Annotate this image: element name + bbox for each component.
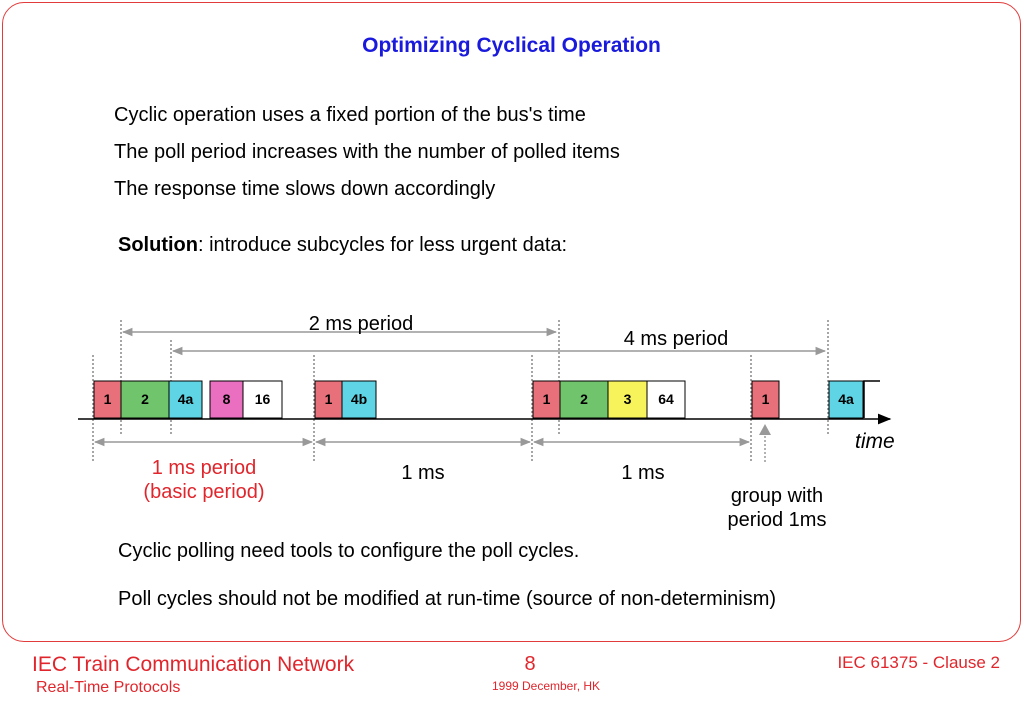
interval-2-label: 1 ms: [621, 462, 664, 484]
footer-course-title: IEC Train Communication Network: [32, 653, 355, 676]
frame-4a-first: 4a: [168, 380, 203, 419]
four-ms-period-label: 4 ms period: [624, 328, 729, 350]
frame-16-box: [242, 380, 283, 419]
group-pointer-arrowhead: [759, 424, 771, 435]
solution-label: Solution: [118, 234, 198, 256]
footer-date: 1999 December, HK: [491, 679, 601, 693]
frame-1b: 1: [314, 380, 343, 419]
frame-4b-box: [341, 380, 377, 419]
frame-16-label: 16: [255, 391, 271, 407]
slide-title: Optimizing Cyclical Operation: [362, 34, 661, 57]
frame-1c: 1: [532, 380, 561, 419]
frame-1d-box: [751, 380, 780, 419]
group-label-line1: group with: [731, 485, 823, 507]
frame-1d: 1: [751, 380, 780, 419]
frame-8-box: [209, 380, 244, 419]
frame-1a-box: [93, 380, 122, 419]
basic-period-label-line2: (basic period): [143, 481, 264, 503]
time-axis-label: time: [855, 430, 895, 453]
period-boundary-guides: [92, 320, 829, 462]
bullet-line-2: The poll period increases with the numbe…: [114, 141, 620, 163]
frame-2a-label: 2: [141, 391, 149, 407]
frame-8-label: 8: [223, 391, 231, 407]
frame-1c-box: [532, 380, 561, 419]
basic-period-label-line1: 1 ms period: [152, 457, 257, 479]
frame-64: 64: [646, 380, 686, 419]
frame-2b-label: 2: [580, 391, 588, 407]
frame-8: 8: [209, 380, 244, 419]
bullet-line-3: The response time slows down accordingly: [114, 178, 496, 200]
two-ms-period-label: 2 ms period: [309, 313, 414, 335]
frame-64-label: 64: [658, 391, 674, 407]
frame-4b: 4b: [341, 380, 377, 419]
footer-standard-reference: IEC 61375 - Clause 2: [837, 653, 1000, 672]
next-cycle-start-mark: [863, 380, 880, 418]
frame-1b-box: [314, 380, 343, 419]
frame-1a-label: 1: [104, 391, 112, 407]
frame-2a: 2: [120, 380, 170, 419]
solution-text: : introduce subcycles for less urgent da…: [197, 234, 568, 256]
footer-course-subtitle: Real-Time Protocols: [36, 679, 181, 696]
footer-page-number: 8: [524, 653, 536, 675]
note-line-1: Cyclic polling need tools to configure t…: [118, 540, 580, 562]
frame-2b: 2: [559, 380, 609, 419]
frame-16: 16: [242, 380, 283, 419]
frame-4a-second-box: [828, 380, 864, 419]
group-label-line2: period 1ms: [728, 509, 827, 531]
frame-1b-label: 1: [325, 391, 333, 407]
frame-4b-label: 4b: [351, 391, 367, 407]
frame-2b-box: [559, 380, 609, 419]
solution-line: Solution: introduce subcycles for less u…: [118, 234, 567, 257]
frame-1a: 1: [93, 380, 122, 419]
frame-1c-label: 1: [543, 391, 551, 407]
frame-64-box: [646, 380, 686, 419]
frame-4a-second-label: 4a: [838, 391, 854, 407]
frame-3: 3: [607, 380, 648, 419]
frame-4a-first-label: 4a: [178, 391, 194, 407]
bullet-line-1: Cyclic operation uses a fixed portion of…: [114, 104, 586, 126]
frame-1d-label: 1: [762, 391, 770, 407]
frame-4a-first-box: [168, 380, 203, 419]
interval-1-label: 1 ms: [401, 462, 444, 484]
slide-frame: [2, 2, 1021, 642]
note-line-2: Poll cycles should not be modified at ru…: [118, 588, 777, 610]
frame-2a-box: [120, 380, 170, 419]
frame-3-label: 3: [624, 391, 632, 407]
frame-4a-second: 4a: [828, 380, 864, 419]
